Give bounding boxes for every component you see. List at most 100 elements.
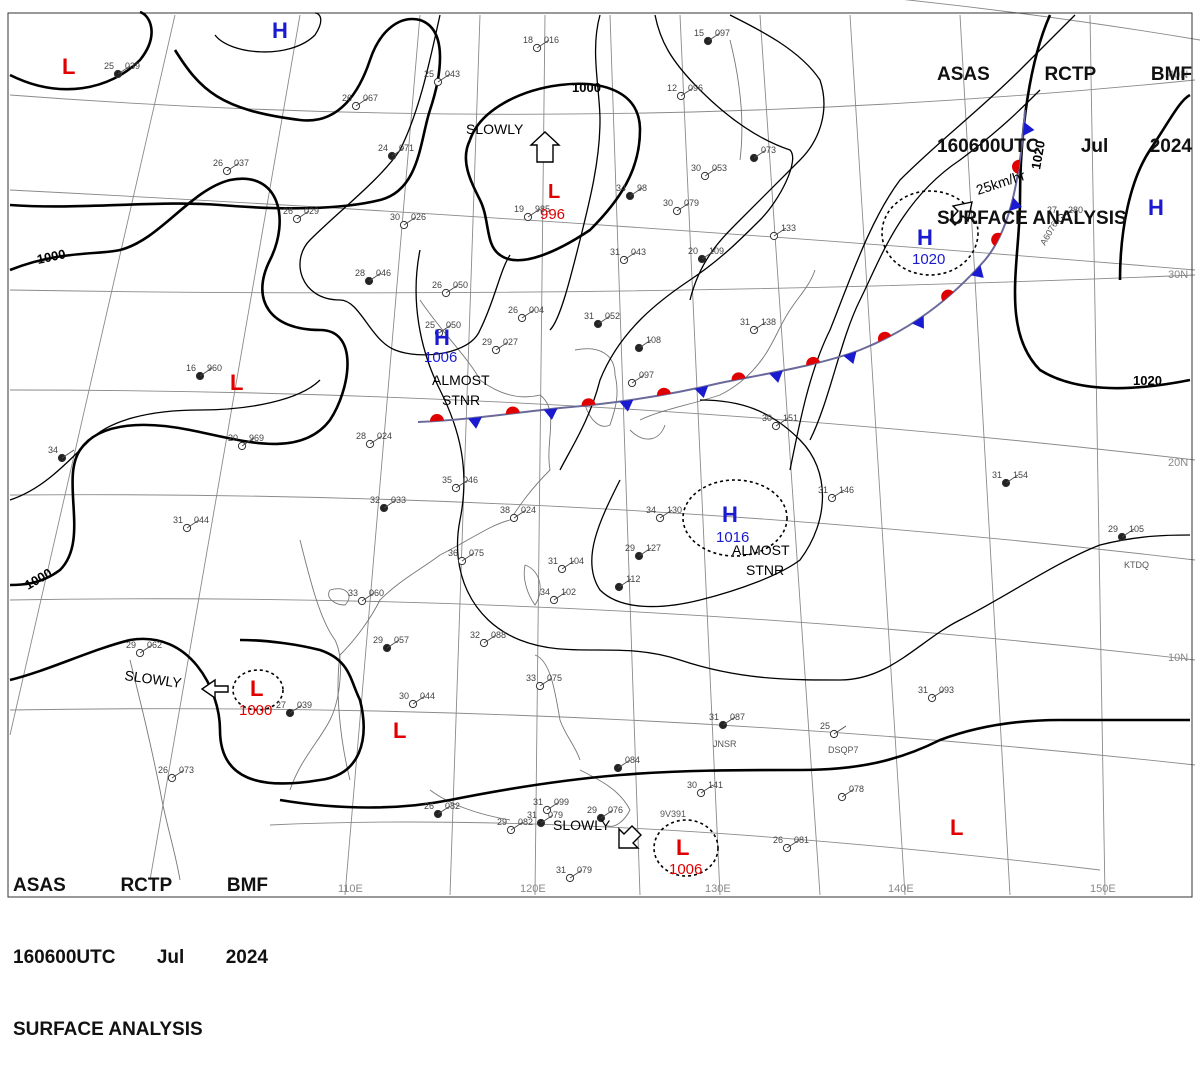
wind-barb — [1005, 474, 1019, 484]
pressure-center-low: L — [230, 370, 243, 395]
station-pressure: 039 — [125, 61, 140, 71]
wind-barb — [722, 716, 736, 726]
wind-barb — [391, 147, 405, 157]
wind-barb — [171, 769, 185, 779]
arrow-northeast-25kmhr — [949, 201, 973, 227]
station-temperature: 29 — [497, 817, 507, 827]
station-pressure: 084 — [625, 755, 640, 765]
status-label-line2: STNR — [442, 392, 480, 408]
station-temperature: 12 — [667, 83, 677, 93]
station-plot: 24 071 — [378, 143, 414, 161]
coast-sakhalin — [729, 39, 743, 161]
latitude-label: 30N — [1168, 269, 1188, 281]
station-plot: 108 — [634, 335, 661, 353]
station-pressure: 027 — [503, 337, 518, 347]
coast-china-east — [337, 299, 552, 781]
station-pressure: 082 — [518, 817, 533, 827]
station-pressure: 060 — [369, 588, 384, 598]
station-pressure: 073 — [179, 765, 194, 775]
wind-barb — [680, 87, 694, 97]
coast-india-east — [129, 659, 181, 881]
pressure-center-group: H L H L L H H H L L L L — [62, 18, 1164, 860]
station-temperature: 32 — [470, 630, 480, 640]
station-pressure: 280 — [1068, 205, 1083, 215]
station-temperature: 31 — [533, 797, 543, 807]
pressure-value-low: 996 — [540, 206, 565, 223]
isobar-1000-h-north — [214, 12, 322, 53]
wind-barb — [618, 578, 632, 588]
wind-barb — [296, 210, 310, 220]
wind-barb — [1121, 528, 1135, 538]
station-temperature: 34 — [48, 445, 58, 455]
station-temperature: 26 — [773, 835, 783, 845]
wind-barb — [600, 809, 614, 819]
station-temperature: 25 — [820, 721, 830, 731]
station-pressure: 076 — [608, 805, 623, 815]
wind-barb — [437, 73, 451, 83]
station-pressure: 053 — [712, 163, 727, 173]
wind-barb — [831, 489, 845, 499]
station-temperature: 25 — [425, 320, 435, 330]
grid-labels: 40N 30N 20N 10N 110E 120E 130E 140E 150E — [338, 69, 1188, 895]
station-plot: 27 039 — [276, 700, 312, 718]
longitude-line-140e — [849, 14, 906, 896]
movement-label: SLOWLY — [466, 121, 524, 137]
station-plot: 29 105 — [1108, 524, 1144, 542]
station-temperature: 36 — [448, 548, 458, 558]
longitude-line-135e — [759, 14, 821, 896]
wind-barb — [833, 725, 847, 735]
station-plot: 12 096 — [667, 83, 703, 101]
station-temperature: 33 — [348, 588, 358, 598]
station-pressure: 071 — [399, 143, 414, 153]
wind-barb — [61, 449, 75, 459]
station-pressure: 044 — [194, 515, 209, 525]
station-pressure: 050 — [453, 280, 468, 290]
warm-front-symbol — [657, 387, 671, 396]
status-label-group: ALMOST STNR ALMOST STNR — [432, 372, 790, 578]
wind-barb — [638, 547, 652, 557]
station-plot: 31 093 — [918, 685, 954, 703]
wind-barb — [773, 227, 787, 237]
wind-barb — [199, 367, 213, 377]
station-temperature: 27 — [276, 700, 286, 710]
cold-front-symbol — [769, 370, 783, 383]
arrow-west-slowly — [200, 678, 229, 700]
latitude-label: 20N — [1168, 457, 1188, 469]
pressure-center-high: H — [434, 325, 450, 350]
longitude-line-125e — [609, 14, 641, 896]
station-pressure: 096 — [688, 83, 703, 93]
station-plot: 26 067 — [342, 93, 378, 111]
station-pressure: 093 — [939, 685, 954, 695]
station-pressure: 960 — [207, 363, 222, 373]
station-temperature: 31 — [527, 810, 537, 820]
station-plot: 34 130 — [646, 505, 682, 523]
station-plot: 29 057 — [373, 635, 409, 653]
station-plot: 097 — [627, 370, 654, 388]
coast-taiwan — [523, 564, 541, 606]
station-plot: 073 — [749, 145, 776, 163]
pressure-center-low: L — [676, 835, 689, 860]
latitude-line-15n — [9, 494, 1196, 561]
station-plot: 31 146 — [818, 485, 854, 503]
station-pressure: 087 — [730, 712, 745, 722]
wind-barb — [623, 251, 637, 261]
arrow-southwest-slowly — [618, 825, 642, 849]
wind-barb — [561, 560, 575, 570]
wind-barb — [445, 284, 459, 294]
wind-barb — [700, 784, 714, 794]
station-temperature: 25 — [104, 61, 114, 71]
status-label-line1: ALMOST — [432, 372, 490, 388]
station-plot: 32 033 — [370, 495, 406, 513]
latitude-label: 40N — [1168, 69, 1188, 81]
station-plot: 18 016 — [523, 35, 559, 53]
longitude-line-145e — [959, 14, 1011, 896]
isobar-1012-mid — [415, 249, 1191, 681]
wind-barb — [461, 552, 475, 562]
station-plot: 34 102 — [540, 587, 576, 605]
isobar-label: 1000 — [572, 80, 601, 95]
coast-japan — [639, 269, 816, 421]
station-plot: 35 046 — [442, 475, 478, 493]
station-pressure: 004 — [529, 305, 544, 315]
isobar-1008-south — [9, 379, 321, 501]
station-plot: 30 141 — [687, 780, 723, 798]
